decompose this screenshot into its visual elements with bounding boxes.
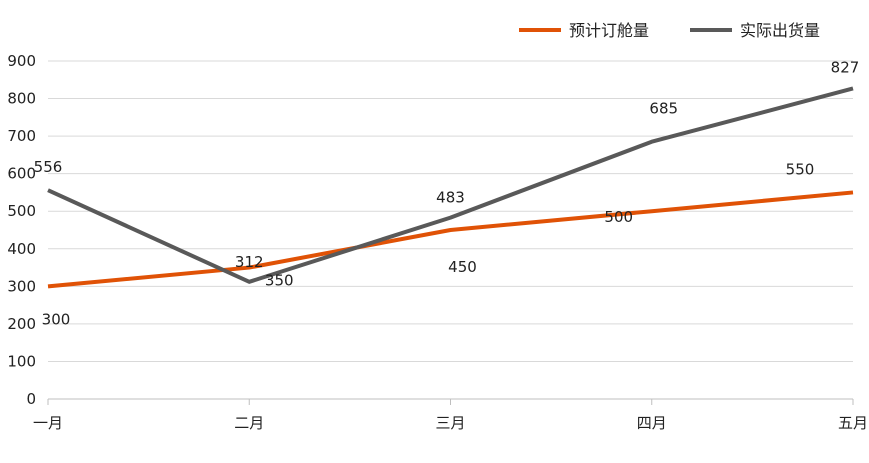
- y-tick-label: 400: [7, 240, 36, 258]
- data-label-series-1: 300: [42, 310, 71, 328]
- y-tick-label: 300: [7, 277, 36, 295]
- data-label-series-2: 483: [436, 189, 465, 207]
- series-line-2: [47, 86, 854, 284]
- data-labels: 300 350 450 500 550 556 312 483 685 827: [34, 58, 860, 328]
- data-label-series-2: 312: [235, 253, 264, 271]
- y-tick-label: 600: [7, 165, 36, 183]
- legend-label-series-1: 预计订舱量: [569, 21, 649, 40]
- data-label-series-2: 827: [831, 58, 860, 76]
- y-tick-label: 500: [7, 202, 36, 220]
- y-tick-label: 100: [7, 352, 36, 370]
- gridlines: [48, 60, 853, 362]
- x-tick-label: 五月: [838, 414, 868, 432]
- y-tick-label: 700: [7, 127, 36, 145]
- data-label-series-2: 556: [34, 158, 63, 176]
- data-label-series-1: 550: [786, 160, 815, 178]
- x-tick-label: 三月: [435, 414, 465, 432]
- data-label-series-1: 500: [604, 208, 633, 226]
- data-label-series-1: 450: [448, 258, 477, 276]
- data-label-series-1: 350: [265, 272, 294, 290]
- y-tick-label: 200: [7, 315, 36, 333]
- x-tick-label: 一月: [33, 414, 63, 432]
- y-axis-ticks: 0 100 200 300 400 500 600 700 800 900: [7, 52, 36, 408]
- legend: 预计订舱量 实际出货量: [519, 21, 820, 40]
- x-axis: 一月 二月 三月 四月 五月: [33, 398, 868, 432]
- series-line-1: [47, 190, 854, 289]
- series-lines: [47, 86, 854, 289]
- legend-label-series-2: 实际出货量: [740, 21, 820, 40]
- x-tick-label: 二月: [234, 414, 264, 432]
- y-tick-label: 900: [7, 52, 36, 70]
- data-label-series-2: 685: [649, 100, 678, 118]
- y-tick-label: 0: [26, 390, 36, 408]
- x-tick-label: 四月: [637, 414, 667, 432]
- y-tick-label: 800: [7, 90, 36, 108]
